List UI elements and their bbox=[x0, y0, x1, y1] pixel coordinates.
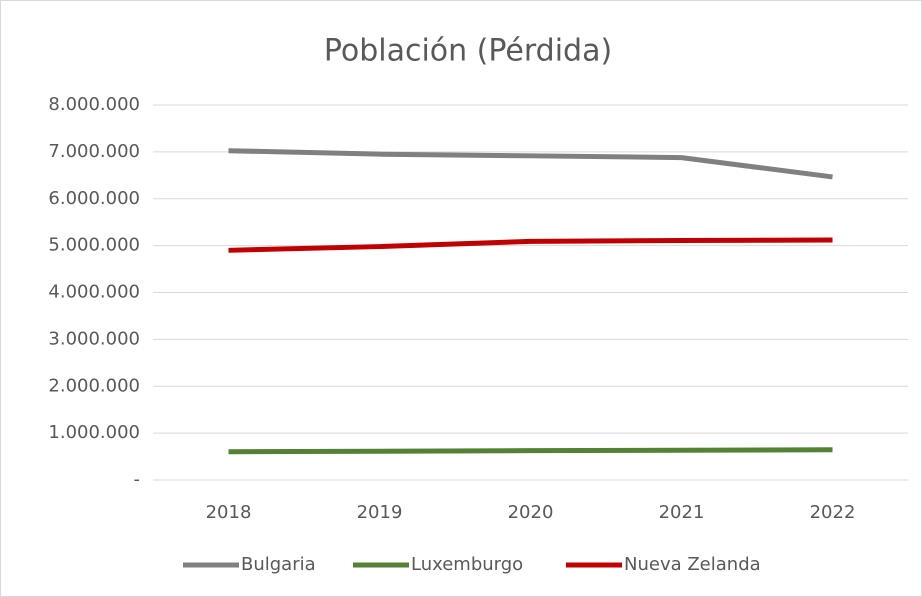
y-tick-label: 8.000.000 bbox=[48, 94, 140, 115]
y-tick-label: 3.000.000 bbox=[48, 328, 140, 349]
x-tick-label: 2021 bbox=[659, 502, 705, 523]
y-tick-label: 6.000.000 bbox=[48, 188, 140, 209]
y-tick-label: 1.000.000 bbox=[48, 422, 140, 443]
series-line bbox=[228, 447, 833, 455]
legend-label: Nueva Zelanda bbox=[624, 554, 761, 575]
x-tick-label: 2018 bbox=[206, 502, 252, 523]
series-line bbox=[228, 148, 833, 180]
y-tick-label: - bbox=[134, 469, 141, 490]
legend-label: Bulgaria bbox=[241, 554, 316, 575]
legend-label: Luxemburgo bbox=[411, 554, 523, 575]
x-tick-label: 2019 bbox=[357, 502, 403, 523]
y-tick-label: 2.000.000 bbox=[48, 375, 140, 396]
chart-title: Población (Pérdida) bbox=[324, 34, 612, 69]
series-line bbox=[228, 237, 833, 253]
y-tick-label: 4.000.000 bbox=[48, 282, 140, 303]
y-tick-label: 7.000.000 bbox=[48, 141, 140, 162]
y-tick-label: 5.000.000 bbox=[48, 235, 140, 256]
x-tick-label: 2020 bbox=[508, 502, 554, 523]
x-tick-label: 2022 bbox=[810, 502, 856, 523]
